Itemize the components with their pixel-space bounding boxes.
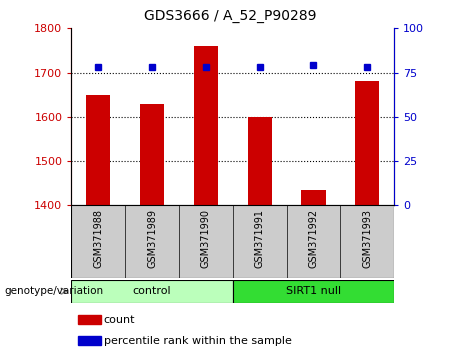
Bar (71, 280, 233, 303)
Text: GSM371989: GSM371989 (147, 209, 157, 268)
Text: GSM371988: GSM371988 (93, 209, 103, 268)
Text: SIRT1 null: SIRT1 null (286, 286, 341, 296)
Text: percentile rank within the sample: percentile rank within the sample (104, 336, 292, 346)
Bar (301, 190, 325, 205)
Bar (248, 117, 272, 205)
Bar (78, 315, 101, 324)
Text: GSM371992: GSM371992 (308, 209, 319, 268)
Bar (194, 46, 218, 205)
Text: GSM371990: GSM371990 (201, 209, 211, 268)
Bar (233, 280, 394, 303)
Text: GDS3666 / A_52_P90289: GDS3666 / A_52_P90289 (144, 9, 317, 23)
Bar (86, 95, 111, 205)
Text: genotype/variation: genotype/variation (5, 286, 104, 296)
Bar (78, 336, 101, 345)
Text: GSM371991: GSM371991 (254, 209, 265, 268)
Bar (140, 103, 164, 205)
Text: GSM371993: GSM371993 (362, 209, 372, 268)
Bar (355, 81, 379, 205)
Text: count: count (104, 315, 135, 325)
Text: control: control (133, 286, 171, 296)
